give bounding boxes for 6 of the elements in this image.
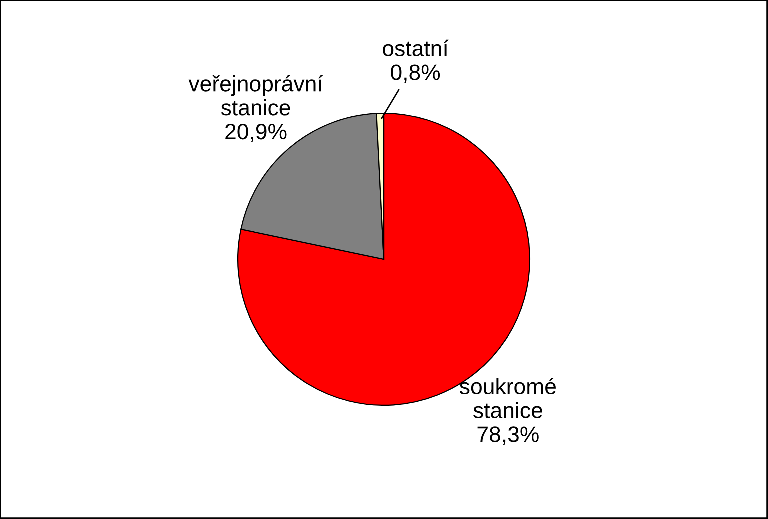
data-label: 78,3% — [478, 426, 539, 446]
data-label: 20,9% — [226, 124, 287, 142]
data-label: 0,8% — [391, 64, 440, 84]
slice-label: ostatní — [383, 40, 449, 56]
slice-label: veřejnoprávní stanice — [188, 75, 324, 116]
slice-label: soukromé stanice — [460, 378, 556, 418]
